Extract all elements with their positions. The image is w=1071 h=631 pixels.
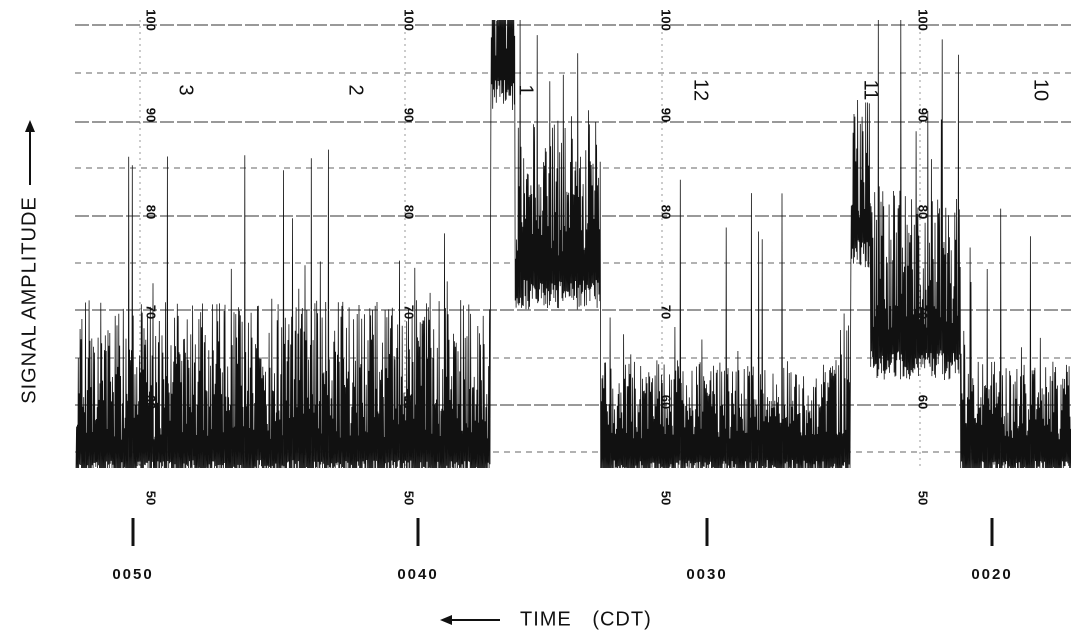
trace-layer [75, 19, 1071, 469]
y-axis-label: SIGNAL AMPLITUDE [18, 196, 40, 404]
scale-label: 90 [916, 108, 931, 122]
hour-mark: 12 [690, 79, 712, 101]
scale-label: 50 [916, 491, 931, 505]
scale-label: 60 [916, 395, 931, 409]
scale-label: 100 [916, 9, 931, 31]
scale-label: 90 [144, 108, 159, 122]
scale-label: 70 [402, 305, 417, 319]
scale-label: 100 [144, 9, 159, 31]
time-label: 0040 [397, 566, 438, 583]
time-label: 0050 [112, 566, 153, 583]
time-label: 0020 [971, 566, 1012, 583]
time-label: 0030 [686, 566, 727, 583]
hour-mark: 1 [515, 84, 537, 95]
label-layer: 100 90 80 70 60 50 100 90 80 70 60 50 100 90 80 70 60 50 1… [112, 9, 1051, 583]
hour-mark: 11 [860, 80, 882, 101]
scale-label: 60 [144, 395, 159, 409]
scale-label: 80 [402, 205, 417, 219]
hour-mark: 10 [1030, 79, 1052, 101]
y-arrow [25, 120, 35, 185]
signal-trace [75, 19, 1071, 469]
scale-label: 60 [402, 395, 417, 409]
x-axis-label: TIME (CDT) [520, 608, 652, 630]
x-arrow [440, 615, 500, 625]
scale-label: 80 [659, 205, 674, 219]
scale-label: 90 [402, 108, 417, 122]
scale-label: 80 [144, 205, 159, 219]
scale-label: 100 [659, 9, 674, 31]
scale-label: 50 [144, 491, 159, 505]
scale-label: 100 [402, 9, 417, 31]
scale-label: 70 [659, 305, 674, 319]
scale-label: 70 [144, 305, 159, 319]
scale-label: 50 [659, 491, 674, 505]
hour-mark: 3 [175, 84, 197, 95]
scale-label: 50 [402, 491, 417, 505]
hour-mark: 2 [345, 84, 367, 95]
scale-label: 80 [916, 205, 931, 219]
scale-label: 60 [659, 395, 674, 409]
scale-label: 70 [916, 305, 931, 319]
scale-label: 90 [659, 108, 674, 122]
